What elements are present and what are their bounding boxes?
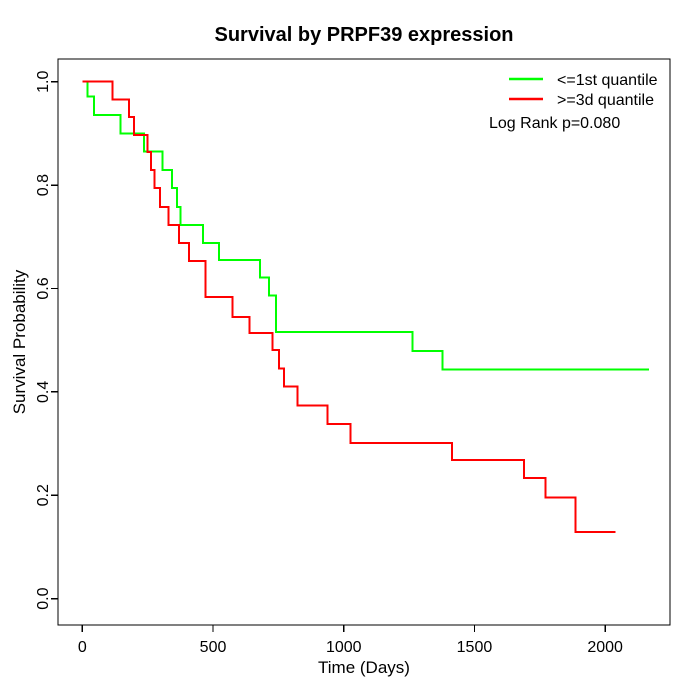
y-axis-label: Survival Probability bbox=[10, 269, 29, 414]
plot-area bbox=[57, 58, 671, 626]
log-rank-annotation: Log Rank p=0.080 bbox=[489, 115, 620, 132]
x-tick-label: 2000 bbox=[587, 639, 623, 656]
x-tick-label: 1500 bbox=[457, 639, 493, 656]
plot-box bbox=[57, 58, 671, 626]
x-axis-label: Time (Days) bbox=[318, 658, 410, 677]
legend: <=1st quantile >=3d quantile bbox=[509, 72, 658, 109]
legend-label: <=1st quantile bbox=[557, 72, 658, 89]
legend-label: >=3d quantile bbox=[557, 92, 654, 109]
survival-curve-1st-quantile bbox=[82, 80, 650, 371]
x-axis: 0 500 1000 1500 2000 bbox=[78, 625, 623, 656]
x-tick-label: 1000 bbox=[326, 639, 362, 656]
x-tick-label: 0 bbox=[78, 639, 87, 656]
x-tick-label: 500 bbox=[200, 639, 227, 656]
y-tick-label: 0.4 bbox=[35, 381, 52, 403]
y-tick-label: 0.2 bbox=[35, 484, 52, 506]
y-tick-label: 0.8 bbox=[35, 174, 52, 196]
survival-curve-3d-quantile bbox=[82, 80, 616, 533]
survival-curves bbox=[82, 80, 650, 533]
y-tick-label: 1.0 bbox=[35, 71, 52, 93]
chart-title: Survival by PRPF39 expression bbox=[214, 24, 513, 46]
y-tick-label: 0.0 bbox=[35, 587, 52, 609]
y-tick-label: 0.6 bbox=[35, 277, 52, 299]
y-axis: 0.0 0.2 0.4 0.6 0.8 1.0 bbox=[35, 71, 58, 610]
